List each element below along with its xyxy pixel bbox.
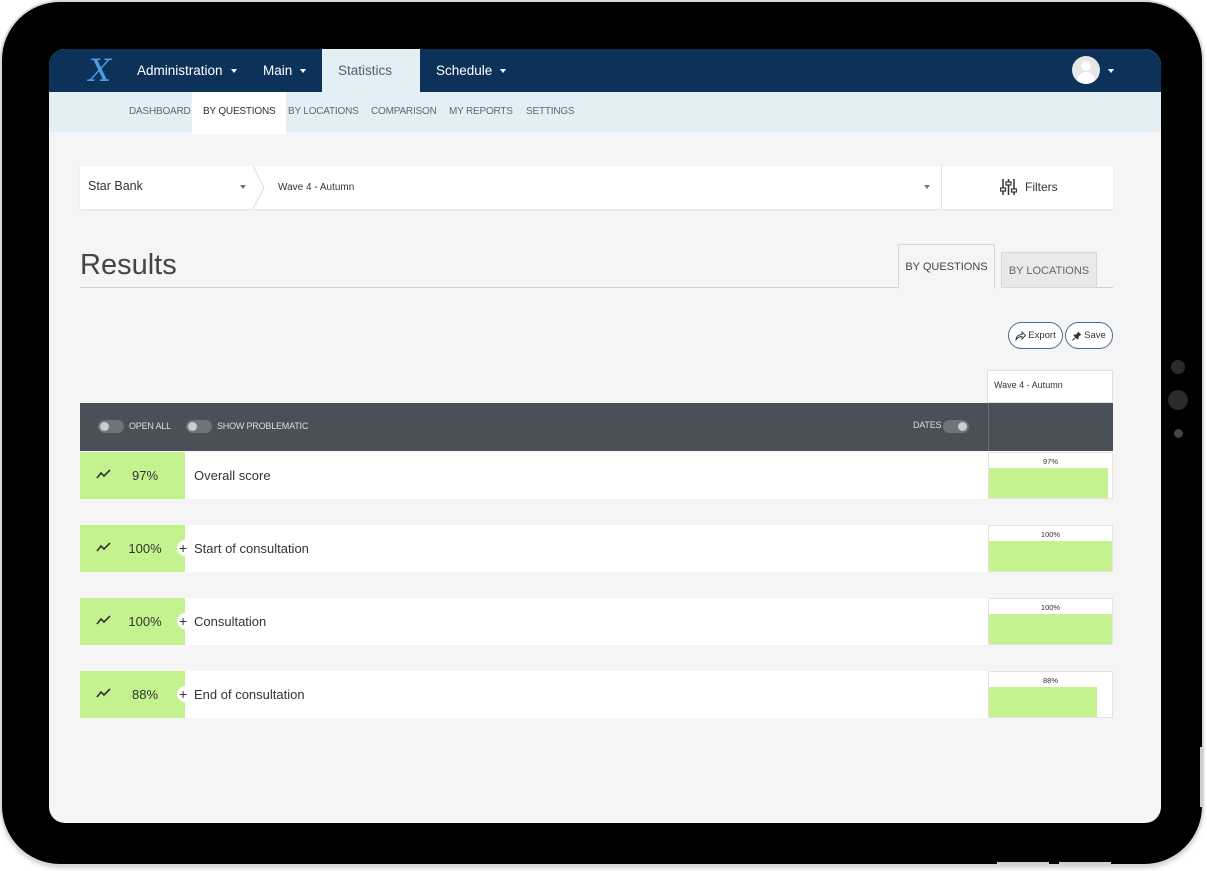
bar-percent: 97% <box>1042 457 1058 466</box>
caret-down-icon <box>500 69 507 74</box>
caret-down-icon <box>300 69 307 74</box>
dates-label: DATES <box>913 420 942 430</box>
save-label: Save <box>1084 330 1106 341</box>
caret-down-icon[interactable] <box>924 185 930 189</box>
divider <box>1097 287 1113 288</box>
notch <box>177 540 193 556</box>
open-all-label: OPEN ALL <box>129 421 171 431</box>
caret-down-icon[interactable] <box>240 185 246 189</box>
nav-label: Statistics <box>338 63 393 78</box>
question-row-overall[interactable]: 97% Overall score <box>80 452 988 499</box>
export-button[interactable]: Export <box>1008 322 1063 349</box>
bar-percent: 100% <box>1040 603 1061 612</box>
page-title: Results <box>80 249 177 281</box>
nav-label: Administration <box>137 63 223 78</box>
save-button[interactable]: Save <box>1065 322 1113 349</box>
question-row-consultation[interactable]: 100% + Consultation <box>80 598 988 645</box>
open-all-toggle[interactable] <box>98 420 124 433</box>
divider <box>80 287 900 288</box>
light-sensor <box>1174 429 1183 438</box>
trend-icon[interactable] <box>96 614 112 626</box>
score-value: 100% <box>128 614 162 629</box>
bar-fill <box>989 614 1112 644</box>
company-select[interactable]: Star Bank <box>88 179 143 193</box>
export-label: Export <box>1028 330 1056 341</box>
camera-lens <box>1168 390 1188 410</box>
control-bar: OPEN ALL SHOW PROBLEMATIC DATES <box>80 403 988 451</box>
trend-icon[interactable] <box>96 687 112 699</box>
dates-toggle[interactable] <box>943 420 969 433</box>
bar-fill <box>989 541 1112 571</box>
show-problematic-toggle[interactable] <box>186 420 212 433</box>
user-avatar[interactable] <box>1072 56 1100 84</box>
wave-bar-cell: 100% <box>988 598 1113 645</box>
question-label: End of consultation <box>194 687 305 702</box>
question-label: Start of consultation <box>194 541 309 556</box>
wave-bar-cell: 88% <box>988 671 1113 718</box>
nav-label: Schedule <box>436 63 493 78</box>
divider <box>941 166 942 209</box>
screen: X Administration Main Statistics Schedul… <box>49 49 1161 823</box>
wave-bar-cell: 100% <box>988 525 1113 572</box>
sliders-icon <box>1000 179 1017 195</box>
wave-select[interactable]: Wave 4 - Autumn <box>278 182 355 193</box>
bar-percent: 100% <box>1040 530 1061 539</box>
nav-label: Main <box>263 63 293 78</box>
volume-button-1 <box>997 862 1049 865</box>
nav-item-administration[interactable]: Administration <box>121 49 253 92</box>
nav-item-main[interactable]: Main <box>247 49 322 92</box>
wave-column-header: Wave 4 - Autumn <box>987 370 1113 403</box>
question-row-end[interactable]: 88% + End of consultation <box>80 671 988 718</box>
filters-button[interactable]: Filters <box>1000 176 1058 198</box>
question-label: Overall score <box>194 468 271 483</box>
app-logo[interactable]: X <box>89 53 112 89</box>
top-nav: X Administration Main Statistics Schedul… <box>49 49 1161 117</box>
tab-comparison[interactable]: COMPARISON <box>371 106 437 117</box>
sub-nav: DASHBOARD BY QUESTIONS BY LOCATIONS COMP… <box>49 92 1161 134</box>
nav-item-statistics[interactable]: Statistics <box>322 49 420 117</box>
bar-fill <box>989 687 1098 717</box>
filters-label: Filters <box>1025 180 1058 194</box>
control-bar-column <box>988 403 1113 451</box>
pin-icon <box>1072 331 1082 341</box>
side-button <box>1200 747 1203 807</box>
question-label: Consultation <box>194 614 267 629</box>
sensor-dot <box>1171 360 1185 374</box>
question-row-start[interactable]: 100% + Start of consultation <box>80 525 988 572</box>
score-cell: 100% <box>80 598 185 645</box>
caret-down-icon <box>230 69 237 74</box>
tab-by-locations[interactable]: BY LOCATIONS <box>288 106 359 117</box>
tab-settings[interactable]: SETTINGS <box>526 106 575 117</box>
notch <box>177 686 193 702</box>
score-cell: 97% <box>80 452 185 499</box>
trend-icon[interactable] <box>96 541 112 553</box>
score-cell: 88% <box>80 671 185 718</box>
bar-fill <box>989 468 1109 498</box>
expand-plus-icon[interactable]: + <box>179 686 188 702</box>
tab-dashboard[interactable]: DASHBOARD <box>129 106 191 117</box>
results-tab-by-questions[interactable]: BY QUESTIONS <box>898 244 995 289</box>
wave-bar-cell: 97% <box>988 452 1113 499</box>
show-problematic-label: SHOW PROBLEMATIC <box>217 421 309 431</box>
expand-plus-icon[interactable]: + <box>179 613 188 629</box>
nav-item-schedule[interactable]: Schedule <box>420 49 522 92</box>
score-value: 97% <box>131 468 159 483</box>
filter-bar: Star Bank Wave 4 - Autumn Filters <box>80 166 1113 209</box>
caret-down-icon[interactable] <box>1108 69 1114 73</box>
notch <box>177 613 193 629</box>
score-cell: 100% <box>80 525 185 572</box>
score-value: 88% <box>131 687 159 702</box>
bar-percent: 88% <box>1042 676 1058 685</box>
expand-plus-icon[interactable]: + <box>179 540 188 556</box>
score-value: 100% <box>128 541 162 556</box>
volume-button-2 <box>1059 862 1111 865</box>
results-tab-by-locations[interactable]: BY LOCATIONS <box>1001 252 1097 288</box>
tab-by-questions[interactable]: BY QUESTIONS <box>192 92 287 134</box>
trend-icon[interactable] <box>96 468 112 480</box>
share-arrow-icon <box>1015 330 1027 341</box>
chevron-right-icon <box>252 166 265 209</box>
tab-my-reports[interactable]: MY REPORTS <box>449 106 513 117</box>
